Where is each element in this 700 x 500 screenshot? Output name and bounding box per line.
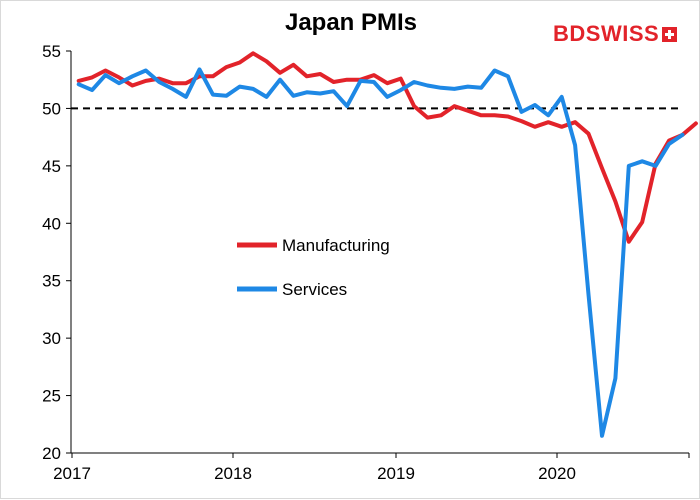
x-tick-label: 2017 <box>53 464 91 483</box>
y-tick-label: 50 <box>42 99 61 118</box>
y-tick-label: 30 <box>42 329 61 348</box>
swiss-cross-icon <box>662 27 678 42</box>
y-tick-label: 20 <box>42 444 61 463</box>
x-tick-label: 2019 <box>377 464 415 483</box>
legend-label-manufacturing: Manufacturing <box>282 236 390 255</box>
y-tick-label: 45 <box>42 157 61 176</box>
y-tick-label: 55 <box>42 42 61 61</box>
legend-label-services: Services <box>282 280 347 299</box>
logo-text-swiss: SWISS <box>585 21 660 46</box>
y-tick-label: 35 <box>42 272 61 291</box>
bdswiss-logo: BDSWISS <box>553 21 678 47</box>
y-tick-label: 40 <box>42 214 61 233</box>
y-tick-label: 25 <box>42 387 61 406</box>
series-line-services <box>76 67 685 438</box>
x-tick-label: 2018 <box>214 464 252 483</box>
logo-text-bd: BD <box>553 21 586 46</box>
x-tick-label: 2020 <box>538 464 576 483</box>
series-line-manufacturing <box>76 51 698 244</box>
chart-title: Japan PMIs <box>284 9 418 36</box>
